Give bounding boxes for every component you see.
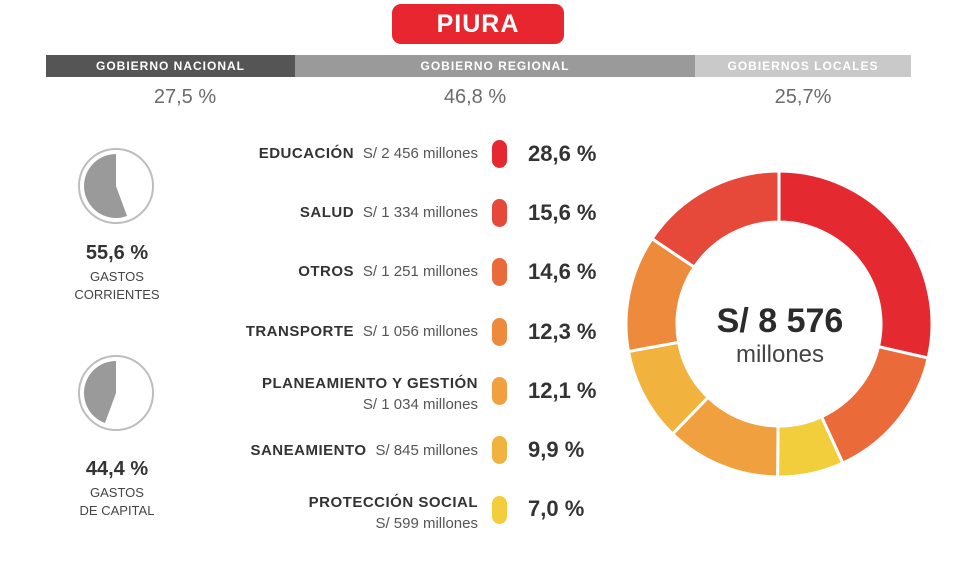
donut-total-unit: millones (735, 341, 825, 368)
donut-slice (777, 169, 934, 360)
gov-local-bar: GOBIERNOS LOCALES (695, 55, 911, 77)
gov-regional-percent: 46,8 % (443, 86, 507, 108)
current-spending-caption: GASTOS CORRIENTES (57, 268, 177, 304)
category-color-pill (492, 199, 507, 227)
gov-regional-bar: GOBIERNO REGIONAL (295, 55, 695, 77)
category-name: EDUCACIÓN (258, 145, 355, 162)
category-color-pill (492, 140, 507, 168)
current-spending-caption-line2: CORRIENTES (74, 287, 160, 302)
category-color-pill (492, 496, 507, 524)
category-amount: S/ 845 millones (375, 442, 478, 459)
category-percent: 7,0 % (528, 496, 585, 521)
category-name: PLANEAMIENTO Y GESTIÓN (261, 375, 478, 392)
gov-local-percent: 25,7% (774, 86, 832, 108)
category-amount: S/ 1 034 millones (362, 396, 478, 413)
current-spending-caption-line1: GASTOS (90, 269, 144, 284)
category-label-salud: SALUD S/ 1 334 millones (300, 204, 478, 222)
gov-national-percent: 27,5 % (153, 86, 217, 108)
category-amount: S/ 599 millones (375, 515, 478, 532)
donut-total-value: S/ 8 576 (716, 302, 844, 340)
category-label-otros: OTROS S/ 1 251 millones (298, 263, 478, 281)
pie-slice (84, 361, 116, 424)
pie-slice (83, 154, 128, 218)
capital-spending-pie-icon (78, 355, 154, 431)
capital-spending-percent: 44,4 % (85, 458, 149, 480)
category-label-planeamiento: PLANEAMIENTO Y GESTIÓN S/ 1 034 millones (262, 373, 478, 415)
current-spending-percent: 55,6 % (85, 242, 149, 264)
category-label-saneamiento: SANEAMIENTO S/ 845 millones (250, 442, 478, 460)
budget-donut-chart (624, 169, 934, 479)
category-amount: S/ 1 056 millones (362, 323, 478, 340)
category-amount: S/ 1 334 millones (362, 204, 478, 221)
capital-spending-caption-line1: GASTOS (90, 485, 144, 500)
category-label-transporte: TRANSPORTE S/ 1 056 millones (246, 323, 478, 341)
gov-national-bar: GOBIERNO NACIONAL (46, 55, 295, 77)
gov-regional-label: GOBIERNO REGIONAL (420, 59, 570, 73)
category-name: SALUD (299, 204, 355, 221)
gov-local-label: GOBIERNOS LOCALES (727, 59, 879, 73)
category-name: OTROS (298, 263, 355, 280)
category-color-pill (492, 318, 507, 346)
page-title: PIURA (392, 4, 564, 44)
category-name: PROTECCIÓN SOCIAL (308, 494, 478, 511)
category-percent: 15,6 % (528, 200, 597, 225)
category-amount: S/ 1 251 millones (362, 263, 478, 280)
capital-spending-caption-line2: DE CAPITAL (79, 503, 155, 518)
category-percent: 9,9 % (528, 437, 585, 462)
category-label-proteccion: PROTECCIÓN SOCIAL S/ 599 millones (309, 492, 478, 534)
category-percent: 12,3 % (528, 319, 597, 344)
current-spending-pie-icon (78, 148, 154, 224)
category-name: SANEAMIENTO (250, 442, 367, 459)
capital-spending-caption: GASTOS DE CAPITAL (57, 484, 177, 520)
gov-national-label: GOBIERNO NACIONAL (96, 59, 245, 73)
donut-slice (649, 169, 781, 270)
category-name: TRANSPORTE (245, 323, 355, 340)
category-percent: 14,6 % (528, 259, 597, 284)
category-amount: S/ 2 456 millones (362, 145, 478, 162)
category-percent: 28,6 % (528, 141, 597, 166)
category-percent: 12,1 % (528, 378, 597, 403)
category-color-pill (492, 377, 507, 405)
category-label-educacion: EDUCACIÓN S/ 2 456 millones (259, 145, 478, 163)
category-color-pill (492, 258, 507, 286)
category-color-pill (492, 436, 507, 464)
